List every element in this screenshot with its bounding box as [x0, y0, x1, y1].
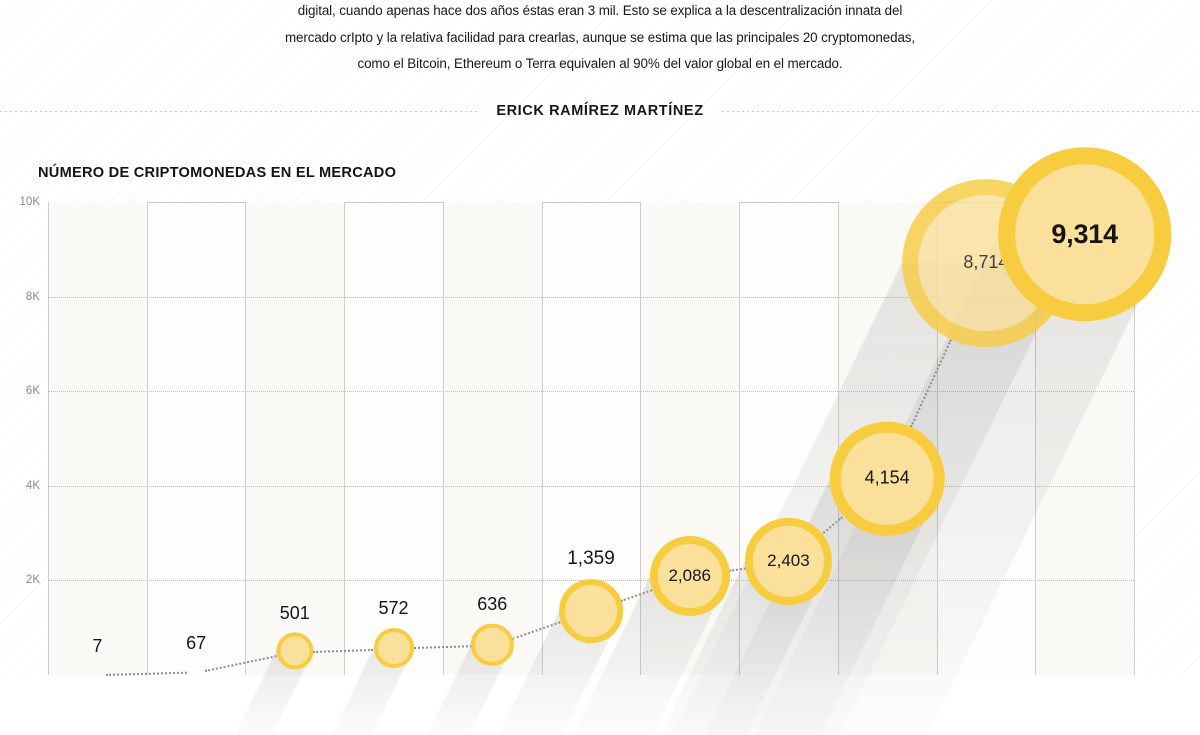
- plot-area: 7 67 501 572 636 1,359 2,086 2,403 4,154 8,714 9,3…: [48, 147, 1172, 735]
- bubble-value-label: 4,154: [864, 468, 910, 489]
- plot-top-border: [48, 202, 1134, 203]
- column-divider: [442, 202, 444, 675]
- byline-rule-left: [0, 110, 479, 112]
- bubble-value-label: 572: [378, 597, 409, 618]
- byline-row: ERICK RAMÍREZ MARTÍNEZ: [0, 96, 1200, 126]
- bubble-value-label: 67: [186, 632, 207, 653]
- data-bubble[interactable]: 2,403: [745, 518, 832, 605]
- gridline: [48, 391, 1134, 393]
- data-bubble[interactable]: [373, 627, 414, 668]
- bubble-value-label: 2,403: [767, 551, 810, 571]
- data-bubble[interactable]: [276, 632, 314, 670]
- column-divider: [541, 202, 543, 675]
- article-intro: digital, cuando apenas hace dos años ést…: [0, 0, 1200, 78]
- column-divider: [1035, 202, 1037, 675]
- y-axis-tick-label: 10K: [19, 196, 40, 208]
- byline-rule-right: [721, 110, 1200, 112]
- column-band: [245, 202, 345, 675]
- byline-author: ERICK RAMÍREZ MARTÍNEZ: [496, 103, 704, 119]
- column-divider: [936, 202, 938, 675]
- bubble-value-label: 636: [477, 593, 508, 614]
- intro-line-3: como el Bitcoin, Ethereum o Terra equiva…: [357, 56, 843, 71]
- y-axis-tick-label: 8K: [25, 290, 40, 303]
- data-bubble[interactable]: [471, 623, 514, 667]
- data-bubble[interactable]: 4,154: [829, 421, 945, 536]
- gridline: [48, 485, 1134, 487]
- bubble-value-label: 1,359: [567, 547, 615, 569]
- bubble-value-label: 2,086: [668, 566, 711, 586]
- column-band: [442, 202, 542, 675]
- bubble-value-label: 7: [92, 635, 103, 656]
- y-axis-tick-label: 6K: [25, 385, 40, 398]
- chart-title: NÚMERO DE CRIPTOMONEDAS EN EL MERCADO: [38, 165, 397, 181]
- gridline: [48, 296, 1134, 298]
- column-divider: [1134, 202, 1135, 675]
- intro-line-1: digital, cuando apenas hace dos años ést…: [297, 3, 903, 18]
- column-divider: [739, 202, 741, 675]
- data-bubble[interactable]: 9,314: [997, 147, 1172, 322]
- column-divider: [48, 202, 49, 675]
- column-divider: [640, 202, 642, 675]
- column-divider: [344, 202, 346, 675]
- bubble-value-label: 9,314: [1051, 218, 1118, 249]
- y-axis-tick-label: 2K: [25, 574, 40, 587]
- y-axis-tick-label: 4K: [25, 479, 40, 492]
- intro-line-2: mercado crIpto y la relativa facilidad p…: [284, 29, 916, 45]
- column-band: [48, 202, 147, 675]
- column-divider: [837, 202, 839, 675]
- data-bubble[interactable]: [559, 578, 623, 643]
- data-bubble[interactable]: 2,086: [649, 536, 730, 617]
- bubble-value-label: 8,714: [963, 252, 1009, 273]
- bubble-value-label: 501: [279, 602, 310, 623]
- column-divider: [245, 202, 247, 675]
- column-divider: [146, 202, 148, 675]
- bubble-chart: 10K 8K 6K 4K 2K 7 67 501 572 636 1,359 2,086 2,403 4…: [0, 147, 1200, 735]
